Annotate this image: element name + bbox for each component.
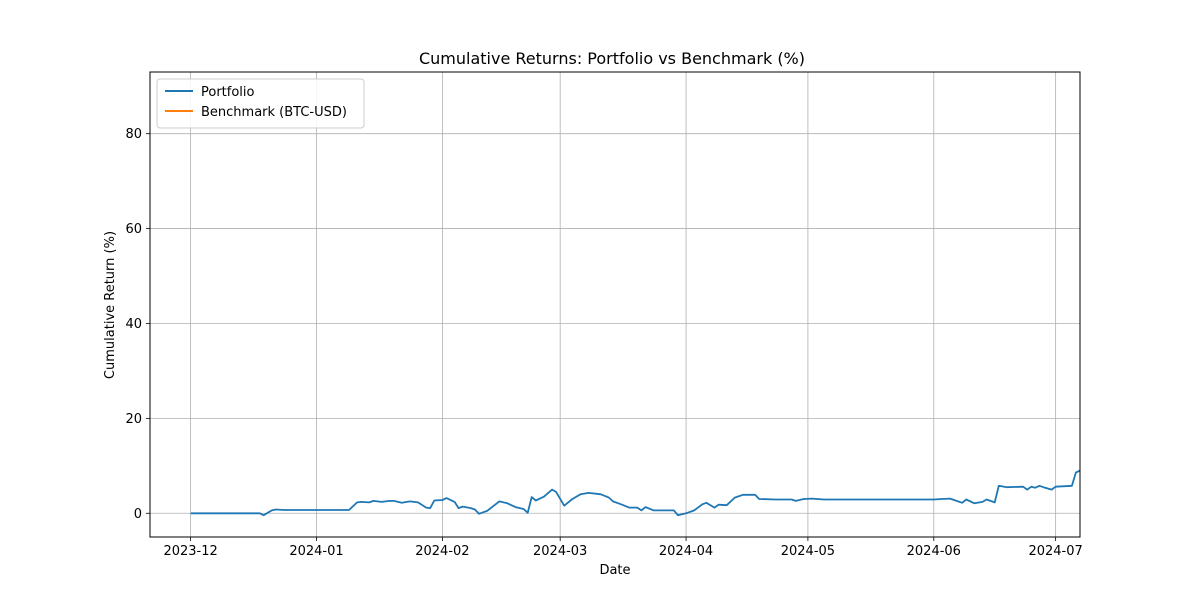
legend-box: [156, 78, 365, 129]
y-tick-label-20: 20: [125, 412, 142, 427]
legend: Portfolio Benchmark (BTC-USD): [156, 78, 365, 129]
y-axis-label: Cumulative Return (%): [103, 231, 118, 379]
grid-lines: [150, 72, 1080, 537]
y-tick-label-80: 80: [125, 127, 142, 142]
x-tick-label-2024-02: 2024-02: [415, 544, 469, 559]
x-tick-label-2024-07: 2024-07: [1028, 544, 1082, 559]
series-lines: [190, 469, 1081, 517]
legend-label-benchmark: Benchmark (BTC-USD): [201, 105, 347, 120]
x-tick-label-2024-05: 2024-05: [781, 544, 835, 559]
x-axis-label: Date: [599, 563, 630, 578]
x-tick-label-2024-04: 2024-04: [659, 544, 713, 559]
x-tick-label-2023-12: 2023-12: [163, 544, 217, 559]
series-line-0: [190, 469, 1081, 517]
plot-frame: [149, 71, 1081, 538]
chart-title: Cumulative Returns: Portfolio vs Benchma…: [419, 49, 805, 68]
y-tick-label-60: 60: [125, 222, 142, 237]
y-tick-label-0: 0: [134, 507, 142, 522]
x-tick-label-2024-01: 2024-01: [289, 544, 343, 559]
y-tick-label-40: 40: [125, 317, 142, 332]
y-axis-ticks: 0 20 40 60 80: [125, 127, 150, 522]
x-axis-ticks: 2023-12 2024-01 2024-02 2024-03 2024-04 2024-…: [163, 537, 1083, 559]
x-tick-label-2024-06: 2024-06: [907, 544, 961, 559]
legend-label-portfolio: Portfolio: [201, 85, 255, 100]
x-tick-label-2024-03: 2024-03: [533, 544, 587, 559]
